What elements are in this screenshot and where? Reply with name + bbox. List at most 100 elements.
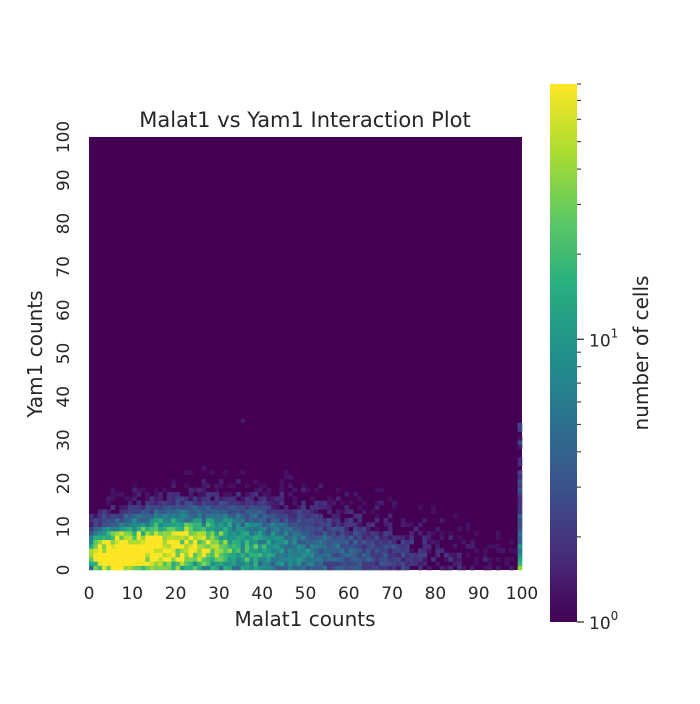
- heatmap-cell: [123, 548, 129, 553]
- heatmap-cell: [231, 496, 237, 502]
- heatmap-cell: [335, 522, 341, 527]
- heatmap-cell: [270, 518, 276, 523]
- heatmap-cell: [236, 500, 241, 506]
- heatmap-cell: [405, 535, 410, 540]
- heatmap-cell: [327, 535, 332, 540]
- heatmap-cell: [166, 496, 172, 502]
- heatmap-cell: [97, 513, 103, 519]
- heatmap-cell: [309, 548, 315, 553]
- heatmap-cell: [101, 565, 107, 571]
- heatmap-cell: [314, 505, 319, 510]
- heatmap-cell: [171, 479, 176, 484]
- heatmap-cell: [370, 544, 376, 549]
- heatmap-cell: [275, 500, 280, 506]
- heatmap-cell: [322, 535, 328, 540]
- heatmap-cell: [353, 561, 358, 566]
- heatmap-cell: [188, 565, 194, 571]
- heatmap-cell: [283, 535, 289, 540]
- heatmap-cell: [171, 561, 176, 566]
- heatmap-cell: [223, 565, 228, 571]
- heatmap-cell: [327, 505, 332, 510]
- y-tick-label: 20: [54, 473, 74, 495]
- heatmap-cell: [93, 548, 98, 553]
- heatmap-cell: [331, 565, 337, 571]
- heatmap-cell: [179, 557, 185, 562]
- heatmap-cell: [426, 544, 432, 549]
- heatmap-cell: [340, 544, 345, 549]
- heatmap-cell: [210, 492, 215, 497]
- heatmap-cell: [153, 505, 159, 510]
- heatmap-cell: [331, 539, 337, 545]
- heatmap-cell: [218, 496, 224, 502]
- heatmap-cell: [153, 565, 159, 571]
- heatmap-cell: [197, 526, 202, 532]
- heatmap-cell: [262, 561, 267, 566]
- heatmap-cell: [253, 565, 259, 571]
- heatmap-cell: [205, 492, 211, 497]
- heatmap-cell: [227, 565, 233, 571]
- heatmap-cell: [192, 522, 198, 527]
- heatmap-cell: [357, 565, 363, 571]
- heatmap-cell: [439, 531, 445, 536]
- heatmap-cell: [205, 518, 211, 523]
- heatmap-cell: [110, 557, 116, 562]
- heatmap-cell: [422, 535, 428, 540]
- heatmap-cell: [517, 427, 523, 432]
- heatmap-cell: [197, 565, 202, 571]
- heatmap-cell: [413, 526, 419, 532]
- heatmap-cell: [257, 518, 263, 523]
- heatmap-cell: [201, 487, 207, 493]
- heatmap-cell: [149, 544, 155, 549]
- heatmap-cell: [465, 526, 471, 532]
- heatmap-cell: [132, 535, 137, 540]
- heatmap-cell: [223, 557, 228, 562]
- heatmap-cell: [270, 548, 276, 553]
- heatmap-cell: [387, 539, 393, 545]
- heatmap-cell: [136, 535, 142, 540]
- heatmap-cell: [153, 496, 159, 502]
- heatmap-cell: [162, 565, 168, 571]
- heatmap-cell: [296, 513, 302, 519]
- heatmap-cell: [392, 505, 397, 510]
- heatmap-cell: [240, 513, 246, 519]
- heatmap-cell: [257, 535, 263, 540]
- heatmap-cell: [470, 565, 475, 571]
- colorbar-tick-exponent: 1: [611, 326, 619, 340]
- heatmap-cell: [162, 513, 168, 519]
- heatmap-cell: [283, 505, 289, 510]
- heatmap-cell: [197, 487, 202, 493]
- heatmap-cell: [322, 518, 328, 523]
- heatmap-cell: [97, 544, 103, 549]
- heatmap-cell: [262, 513, 267, 519]
- heatmap-cell: [106, 561, 111, 566]
- heatmap-cell: [374, 526, 380, 532]
- heatmap-cell: [370, 535, 376, 540]
- heatmap-cell: [353, 552, 358, 558]
- heatmap-cell: [340, 535, 345, 540]
- heatmap-cell: [314, 539, 319, 545]
- heatmap-cell: [214, 561, 220, 566]
- heatmap-cell: [166, 552, 172, 558]
- heatmap-cell: [517, 526, 523, 532]
- heatmap-cell: [132, 505, 137, 510]
- heatmap-cell: [322, 565, 328, 571]
- heatmap-cell: [171, 539, 176, 545]
- heatmap-cell: [240, 535, 246, 540]
- heatmap-cell: [249, 544, 254, 549]
- heatmap-cell: [509, 565, 514, 571]
- heatmap-cell: [374, 552, 380, 558]
- heatmap-cell: [279, 479, 285, 484]
- heatmap-cell: [236, 505, 241, 510]
- heatmap-cell: [374, 500, 380, 506]
- heatmap-cell: [288, 526, 293, 532]
- heatmap-cell: [292, 496, 298, 502]
- heatmap-cell: [184, 535, 189, 540]
- heatmap-cell: [214, 513, 220, 519]
- heatmap-cell: [201, 535, 207, 540]
- heatmap-cell: [127, 496, 133, 502]
- heatmap-cell: [309, 522, 315, 527]
- heatmap-cell: [296, 518, 302, 523]
- heatmap-cell: [197, 552, 202, 558]
- heatmap-cell: [171, 526, 176, 532]
- y-tick-label: 30: [54, 429, 74, 451]
